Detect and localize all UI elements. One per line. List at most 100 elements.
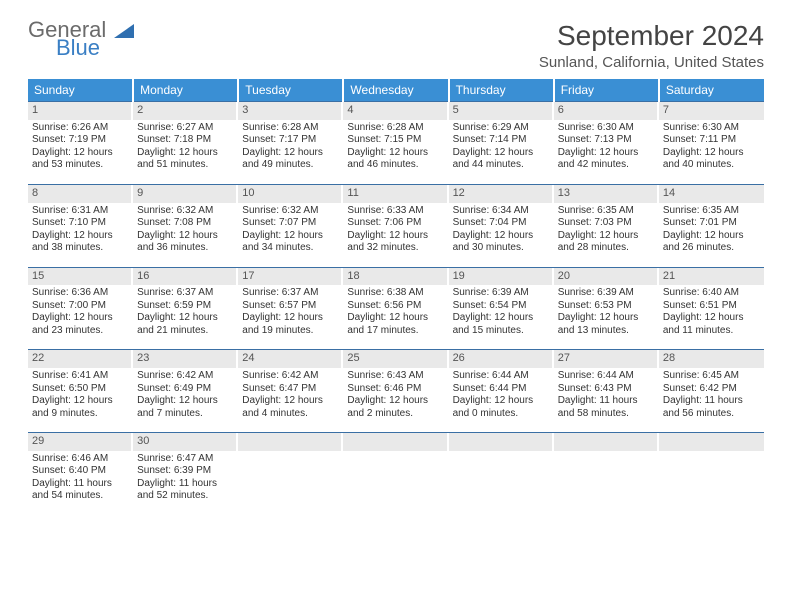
daylight-line: Daylight: 12 hours and 44 minutes. bbox=[453, 147, 550, 172]
sunset-line: Sunset: 7:07 PM bbox=[242, 217, 339, 230]
empty-cell bbox=[659, 433, 764, 515]
brand-blue: Blue bbox=[56, 38, 162, 59]
week-row: 15Sunrise: 6:36 AMSunset: 7:00 PMDayligh… bbox=[28, 267, 764, 350]
location-text: Sunland, California, United States bbox=[539, 54, 764, 71]
day-cell: 20Sunrise: 6:39 AMSunset: 6:53 PMDayligh… bbox=[554, 267, 659, 350]
day-number: 12 bbox=[449, 185, 554, 203]
sunrise-line: Sunrise: 6:37 AM bbox=[137, 287, 234, 300]
day-number: 19 bbox=[449, 268, 554, 286]
week-row: 22Sunrise: 6:41 AMSunset: 6:50 PMDayligh… bbox=[28, 350, 764, 433]
sunrise-line: Sunrise: 6:30 AM bbox=[558, 122, 655, 135]
sunrise-line: Sunrise: 6:41 AM bbox=[32, 370, 129, 383]
day-cell: 25Sunrise: 6:43 AMSunset: 6:46 PMDayligh… bbox=[343, 350, 448, 433]
day-cell: 8Sunrise: 6:31 AMSunset: 7:10 PMDaylight… bbox=[28, 184, 133, 267]
empty-cell bbox=[343, 433, 448, 515]
daylight-line: Daylight: 12 hours and 19 minutes. bbox=[242, 312, 339, 337]
day-number: 9 bbox=[133, 185, 238, 203]
dow-header-row: SundayMondayTuesdayWednesdayThursdayFrid… bbox=[28, 79, 764, 102]
sunset-line: Sunset: 7:14 PM bbox=[453, 134, 550, 147]
day-number bbox=[449, 433, 554, 451]
daylight-line: Daylight: 12 hours and 23 minutes. bbox=[32, 312, 129, 337]
day-number: 30 bbox=[133, 433, 238, 451]
sunrise-line: Sunrise: 6:26 AM bbox=[32, 122, 129, 135]
sunset-line: Sunset: 6:54 PM bbox=[453, 300, 550, 313]
day-body: Sunrise: 6:28 AMSunset: 7:15 PMDaylight:… bbox=[343, 120, 448, 184]
sunrise-line: Sunrise: 6:46 AM bbox=[32, 453, 129, 466]
day-number: 17 bbox=[238, 268, 343, 286]
day-body: Sunrise: 6:39 AMSunset: 6:53 PMDaylight:… bbox=[554, 285, 659, 349]
day-body: Sunrise: 6:29 AMSunset: 7:14 PMDaylight:… bbox=[449, 120, 554, 184]
sunset-line: Sunset: 6:40 PM bbox=[32, 465, 129, 478]
empty-cell bbox=[238, 433, 343, 515]
daylight-line: Daylight: 11 hours and 58 minutes. bbox=[558, 395, 655, 420]
brand-logo: General Blue bbox=[28, 20, 134, 63]
daylight-line: Daylight: 12 hours and 32 minutes. bbox=[347, 230, 444, 255]
sunset-line: Sunset: 6:44 PM bbox=[453, 383, 550, 396]
sunrise-line: Sunrise: 6:39 AM bbox=[453, 287, 550, 300]
day-body: Sunrise: 6:35 AMSunset: 7:03 PMDaylight:… bbox=[554, 203, 659, 267]
day-body: Sunrise: 6:28 AMSunset: 7:17 PMDaylight:… bbox=[238, 120, 343, 184]
sunrise-line: Sunrise: 6:37 AM bbox=[242, 287, 339, 300]
dow-header-cell: Saturday bbox=[659, 79, 764, 102]
day-body: Sunrise: 6:30 AMSunset: 7:13 PMDaylight:… bbox=[554, 120, 659, 184]
day-cell: 19Sunrise: 6:39 AMSunset: 6:54 PMDayligh… bbox=[449, 267, 554, 350]
sunset-line: Sunset: 7:15 PM bbox=[347, 134, 444, 147]
daylight-line: Daylight: 12 hours and 38 minutes. bbox=[32, 230, 129, 255]
page-header: General Blue September 2024 Sunland, Cal… bbox=[28, 20, 764, 71]
day-cell: 5Sunrise: 6:29 AMSunset: 7:14 PMDaylight… bbox=[449, 102, 554, 185]
month-title: September 2024 bbox=[539, 20, 764, 52]
day-body: Sunrise: 6:44 AMSunset: 6:43 PMDaylight:… bbox=[554, 368, 659, 432]
day-body: Sunrise: 6:47 AMSunset: 6:39 PMDaylight:… bbox=[133, 451, 238, 515]
day-cell: 24Sunrise: 6:42 AMSunset: 6:47 PMDayligh… bbox=[238, 350, 343, 433]
daylight-line: Daylight: 11 hours and 54 minutes. bbox=[32, 478, 129, 503]
day-cell: 18Sunrise: 6:38 AMSunset: 6:56 PMDayligh… bbox=[343, 267, 448, 350]
sunrise-line: Sunrise: 6:38 AM bbox=[347, 287, 444, 300]
day-body: Sunrise: 6:36 AMSunset: 7:00 PMDaylight:… bbox=[28, 285, 133, 349]
dow-header-cell: Friday bbox=[554, 79, 659, 102]
day-number: 3 bbox=[238, 102, 343, 120]
sunrise-line: Sunrise: 6:34 AM bbox=[453, 205, 550, 218]
daylight-line: Daylight: 12 hours and 4 minutes. bbox=[242, 395, 339, 420]
day-body: Sunrise: 6:42 AMSunset: 6:49 PMDaylight:… bbox=[133, 368, 238, 432]
daylight-line: Daylight: 12 hours and 30 minutes. bbox=[453, 230, 550, 255]
sunset-line: Sunset: 7:19 PM bbox=[32, 134, 129, 147]
day-body: Sunrise: 6:38 AMSunset: 6:56 PMDaylight:… bbox=[343, 285, 448, 349]
week-row: 1 Sunrise: 6:26 AMSunset: 7:19 PM Daylight… bbox=[28, 102, 764, 185]
sunrise-line: Sunrise: 6:32 AM bbox=[242, 205, 339, 218]
day-body bbox=[343, 451, 448, 515]
sunrise-line: Sunrise: 6:45 AM bbox=[663, 370, 760, 383]
daylight-line: Daylight: 11 hours and 52 minutes. bbox=[137, 478, 234, 503]
sunrise-line: Sunrise: 6:28 AM bbox=[242, 122, 339, 135]
sunset-line: Sunset: 7:08 PM bbox=[137, 217, 234, 230]
daylight-line: Daylight: 12 hours and 11 minutes. bbox=[663, 312, 760, 337]
sunset-line: Sunset: 6:57 PM bbox=[242, 300, 339, 313]
day-number: 20 bbox=[554, 268, 659, 286]
sunset-line: Sunset: 7:10 PM bbox=[32, 217, 129, 230]
day-number bbox=[554, 433, 659, 451]
sunset-line: Sunset: 6:42 PM bbox=[663, 383, 760, 396]
day-body: Sunrise: 6:37 AMSunset: 6:59 PMDaylight:… bbox=[133, 285, 238, 349]
day-number: 15 bbox=[28, 268, 133, 286]
day-number: 1 bbox=[28, 102, 133, 120]
sunrise-line: Sunrise: 6:42 AM bbox=[137, 370, 234, 383]
daylight-line: Daylight: 12 hours and 15 minutes. bbox=[453, 312, 550, 337]
daylight-line: Daylight: 12 hours and 9 minutes. bbox=[32, 395, 129, 420]
day-body bbox=[554, 451, 659, 515]
day-body: Sunrise: 6:45 AMSunset: 6:42 PMDaylight:… bbox=[659, 368, 764, 432]
sunset-line: Sunset: 6:59 PM bbox=[137, 300, 234, 313]
day-cell: 10Sunrise: 6:32 AMSunset: 7:07 PMDayligh… bbox=[238, 184, 343, 267]
day-body: Sunrise: 6:43 AMSunset: 6:46 PMDaylight:… bbox=[343, 368, 448, 432]
daylight-line: Daylight: 12 hours and 46 minutes. bbox=[347, 147, 444, 172]
daylight-line: Daylight: 12 hours and 51 minutes. bbox=[137, 147, 234, 172]
day-body: Sunrise: 6:30 AMSunset: 7:11 PMDaylight:… bbox=[659, 120, 764, 184]
daylight-line: Daylight: 12 hours and 40 minutes. bbox=[663, 147, 760, 172]
sunrise-line: Sunrise: 6:27 AM bbox=[137, 122, 234, 135]
dow-header-cell: Monday bbox=[133, 79, 238, 102]
sunset-line: Sunset: 7:06 PM bbox=[347, 217, 444, 230]
sunrise-line: Sunrise: 6:42 AM bbox=[242, 370, 339, 383]
day-body: Sunrise: 6:32 AMSunset: 7:07 PMDaylight:… bbox=[238, 203, 343, 267]
sunrise-line: Sunrise: 6:36 AM bbox=[32, 287, 129, 300]
sunrise-line: Sunrise: 6:44 AM bbox=[453, 370, 550, 383]
day-body bbox=[449, 451, 554, 515]
sunrise-line: Sunrise: 6:35 AM bbox=[558, 205, 655, 218]
